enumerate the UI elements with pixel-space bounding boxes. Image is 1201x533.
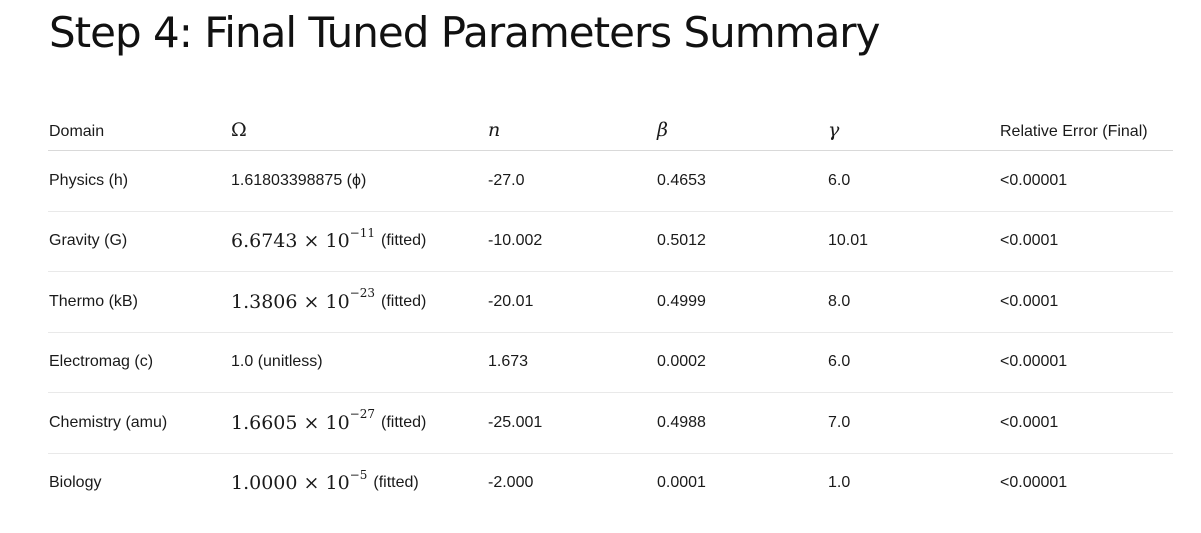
relative-error-cell: <0.00001	[1000, 353, 1068, 371]
omega-cell: 1.0 (unitless)	[231, 353, 323, 371]
header-domain: Domain	[49, 123, 105, 140]
table-row: Physics (h) 1.61803398875 (ϕ) -27.0 0.46…	[48, 151, 1173, 212]
n-cell: -27.0	[488, 171, 525, 189]
table-row: Electromag (c) 1.0 (unitless) 1.673 0.00…	[48, 333, 1173, 393]
n-cell: -10.002	[488, 232, 543, 250]
omega-suffix: (fitted)	[373, 474, 419, 492]
omega-math: 1.3806 × 10−23	[231, 287, 375, 313]
table-row: Gravity (G) 6.6743 × 10−11 (fitted) -10.…	[48, 212, 1173, 272]
beta-cell: 0.4988	[657, 413, 706, 431]
gamma-cell: 10.01	[828, 232, 869, 250]
beta-cell: 0.4653	[657, 171, 706, 189]
table-row: Chemistry (amu) 1.6605 × 10−27 (fitted) …	[48, 393, 1173, 454]
page-title: Step 4: Final Tuned Parameters Summary	[49, 8, 880, 57]
omega-cell: 1.61803398875 (ϕ)	[231, 171, 367, 189]
beta-cell: 0.4999	[657, 292, 706, 310]
omega-mantissa: 1.0000 × 10	[231, 472, 350, 495]
domain-cell: Thermo (kB)	[49, 292, 138, 310]
omega-mantissa: 6.6743 × 10	[231, 230, 350, 253]
domain-cell: Chemistry (amu)	[49, 413, 168, 431]
relative-error-cell: <0.00001	[1000, 171, 1068, 189]
domain-cell: Gravity (G)	[49, 232, 128, 250]
gamma-cell: 1.0	[828, 474, 851, 492]
beta-cell: 0.0001	[657, 474, 706, 492]
relative-error-cell: <0.00001	[1000, 474, 1068, 492]
relative-error-cell: <0.0001	[1000, 232, 1059, 250]
header-relative-error: Relative Error (Final)	[1000, 123, 1148, 140]
parameters-table: Domain Ω n β γ Relative Error (Final) Ph…	[48, 104, 1173, 513]
omega-suffix: (fitted)	[381, 413, 427, 431]
omega-math: 6.6743 × 10−11	[231, 227, 375, 253]
omega-suffix: (fitted)	[381, 232, 427, 250]
n-cell: -25.001	[488, 413, 543, 431]
domain-cell: Physics (h)	[49, 171, 129, 189]
omega-suffix: (fitted)	[381, 292, 427, 310]
gamma-cell: 7.0	[828, 413, 851, 431]
omega-exponent: −27	[349, 407, 375, 422]
relative-error-cell: <0.0001	[1000, 413, 1059, 431]
omega-cell: 1.6605 × 10−27 (fitted)	[231, 393, 426, 453]
n-cell: 1.673	[488, 353, 529, 371]
omega-cell: 6.6743 × 10−11 (fitted)	[231, 212, 426, 272]
beta-cell: 0.0002	[657, 353, 706, 371]
domain-cell: Electromag (c)	[49, 353, 154, 371]
omega-cell: 1.0000 × 10−5 (fitted)	[231, 454, 419, 514]
omega-exponent: −5	[349, 467, 368, 482]
header-gamma: γ	[828, 119, 840, 141]
gamma-cell: 6.0	[828, 353, 851, 371]
gamma-cell: 6.0	[828, 171, 851, 189]
domain-cell: Biology	[49, 474, 102, 492]
n-cell: -2.000	[488, 474, 534, 492]
omega-mantissa: 1.3806 × 10	[231, 290, 350, 313]
omega-cell: 1.3806 × 10−23 (fitted)	[231, 272, 426, 332]
omega-exponent: −11	[349, 225, 375, 240]
omega-exponent: −23	[349, 286, 375, 301]
table-row: Thermo (kB) 1.3806 × 10−23 (fitted) -20.…	[48, 272, 1173, 333]
omega-mantissa: 1.6605 × 10	[231, 411, 350, 434]
table-header-row: Domain Ω n β γ Relative Error (Final)	[48, 104, 1173, 151]
beta-cell: 0.5012	[657, 232, 706, 250]
header-beta: β	[657, 119, 668, 141]
header-n: n	[488, 119, 501, 141]
table-row: Biology 1.0000 × 10−5 (fitted) -2.000 0.…	[48, 454, 1173, 514]
header-omega: Ω	[231, 119, 247, 141]
n-cell: -20.01	[488, 292, 534, 310]
relative-error-cell: <0.0001	[1000, 292, 1059, 310]
gamma-cell: 8.0	[828, 292, 851, 310]
omega-math: 1.6605 × 10−27	[231, 408, 375, 434]
omega-math: 1.0000 × 10−5	[231, 469, 367, 495]
